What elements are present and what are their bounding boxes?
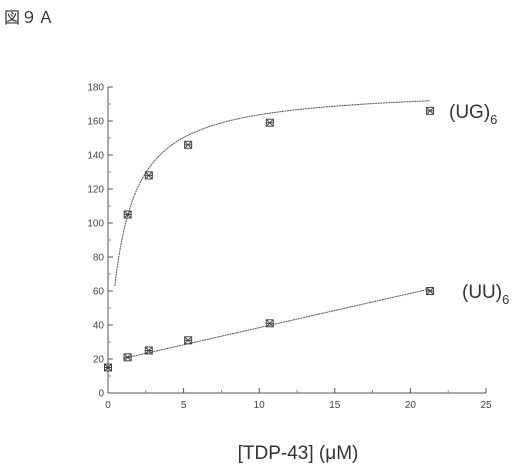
x-tick-label: 20	[405, 400, 417, 411]
data-point	[266, 320, 274, 327]
data-point	[426, 288, 434, 295]
series-label-2: (UU)6	[462, 282, 509, 307]
series-label-main: (UU)	[462, 282, 502, 303]
series-label-main: (UG)	[449, 102, 490, 123]
series-label-1: (UG)6	[449, 102, 497, 127]
data-point	[266, 119, 274, 126]
data-point	[184, 337, 192, 344]
y-tick-label: 120	[87, 185, 104, 196]
y-tick-label: 180	[87, 83, 104, 94]
data-point	[124, 354, 132, 361]
fit-curve-1	[115, 101, 430, 286]
y-tick-label: 0	[98, 389, 104, 400]
data-point	[145, 172, 153, 179]
data-point	[184, 141, 192, 148]
x-tick-label: 10	[254, 400, 266, 411]
y-tick-label: 140	[87, 151, 104, 162]
x-tick-label: 25	[480, 400, 492, 411]
axes: 0 20 40 60 80 100 120 140 160 180 0 5 10 15 20 25	[87, 83, 492, 412]
series-labels: (UG)6(UU)6	[449, 102, 509, 307]
y-tick-label: 80	[93, 253, 105, 264]
y-tick-label: 40	[93, 321, 105, 332]
y-tick-label: 100	[87, 219, 104, 230]
y-tick-label: 20	[93, 355, 105, 366]
x-tick-label: 0	[105, 400, 111, 411]
data-points	[104, 107, 434, 371]
y-tick-label: 160	[87, 117, 104, 128]
x-axis-title: [TDP-43] (μM)	[238, 443, 359, 464]
fit-curve-2	[123, 289, 430, 359]
series-label-subscript: 6	[502, 292, 509, 307]
y-tick-label: 60	[93, 287, 105, 298]
data-point	[426, 107, 434, 114]
x-tick-label: 5	[181, 400, 187, 411]
series-label-subscript: 6	[490, 112, 497, 127]
x-tick-label: 15	[329, 400, 341, 411]
